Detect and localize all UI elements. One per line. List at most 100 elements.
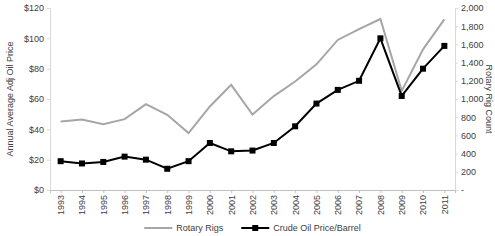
y-tick: $120 (24, 3, 50, 13)
series-marker (377, 35, 383, 41)
y2-tick-mark (455, 117, 458, 118)
y2-tick-mark (455, 154, 458, 155)
x-tick: 2009 (397, 190, 407, 215)
x-tick-mark (82, 190, 83, 193)
x-tick: 1997 (141, 190, 151, 215)
y2-tick: 200 (455, 167, 476, 177)
chart: $0$20$40$60$80$100$120-2004006008001,000… (0, 0, 495, 236)
x-axis-line (51, 191, 456, 194)
x-tick: 2008 (376, 190, 386, 215)
y2-axis-line (456, 9, 459, 191)
x-tick-label: 2000 (205, 195, 215, 215)
series-marker (100, 159, 106, 165)
y-tick-label: $80 (29, 64, 44, 74)
series-marker (271, 140, 277, 146)
y2-tick: 1,600 (455, 40, 484, 50)
series-marker (356, 78, 362, 84)
y2-tick-label: 1,200 (461, 76, 484, 86)
y2-tick-mark (455, 26, 458, 27)
y-tick-mark (47, 38, 50, 39)
series-line (61, 19, 445, 133)
series-marker (335, 87, 341, 93)
x-tick-label: 1998 (163, 195, 173, 215)
x-tick: 1995 (99, 190, 109, 215)
y-tick-mark (47, 69, 50, 70)
x-tick: 2010 (418, 190, 428, 215)
y2-tick-label: 800 (461, 113, 476, 123)
plot-area: $0$20$40$60$80$100$120-2004006008001,000… (24, 3, 484, 215)
y2-tick-label: 2,000 (461, 3, 484, 13)
x-tick: 1998 (163, 190, 173, 215)
x-tick: 2007 (354, 190, 364, 215)
x-tick-mark (125, 190, 126, 193)
y2-tick-mark (455, 44, 458, 45)
x-tick-mark (444, 190, 445, 193)
x-tick: 1996 (120, 190, 130, 215)
legend-marker (252, 225, 258, 231)
y2-tick: - (455, 185, 464, 195)
y-tick-label: $100 (24, 34, 44, 44)
x-tick-mark (146, 190, 147, 193)
y2-tick: 1,200 (455, 76, 484, 86)
y2-tick-mark (455, 135, 458, 136)
y-tick-mark (47, 129, 50, 130)
y-tick-mark (47, 160, 50, 161)
series-line (61, 38, 445, 168)
y2-tick-label: 1,600 (461, 40, 484, 50)
x-tick: 2001 (227, 190, 237, 215)
x-tick-mark (103, 190, 104, 193)
y2-tick: 1,400 (455, 58, 484, 68)
y2-tick-label: 1,800 (461, 22, 484, 32)
y2-tick: 400 (455, 149, 476, 159)
y2-tick-mark (455, 8, 458, 9)
x-tick-mark (274, 190, 275, 193)
x-tick: 2006 (333, 190, 343, 215)
y2-tick: 1,000 (455, 94, 484, 104)
y-tick: $60 (29, 94, 50, 104)
y2-axis-title: Rotary Rig Count (484, 64, 494, 134)
y-tick: $0 (34, 185, 50, 195)
x-axis: 1993 1994 1995 1996 1997 1998 1999 2000 2001 2002… (51, 190, 456, 215)
x-tick-label: 1996 (120, 195, 130, 215)
x-tick-mark (231, 190, 232, 193)
x-tick-mark (295, 190, 296, 193)
x-tick-mark (167, 190, 168, 193)
x-tick-label: 1994 (77, 195, 87, 215)
y2-tick: 1,800 (455, 22, 484, 32)
series-marker (250, 148, 256, 154)
series-group (58, 19, 448, 172)
x-tick-label: 2008 (376, 195, 386, 215)
y2-tick: 2,000 (455, 3, 484, 13)
x-tick-label: 1993 (56, 195, 66, 215)
x-tick-label: 2007 (354, 195, 364, 215)
y2-tick-mark (455, 172, 458, 173)
x-tick-mark (359, 190, 360, 193)
y-tick-label: $40 (29, 125, 44, 135)
y2-tick-mark (455, 81, 458, 82)
x-tick-label: 1999 (184, 195, 194, 215)
legend-swatch (144, 227, 172, 229)
y2-tick-mark (455, 99, 458, 100)
x-tick-label: 2011 (440, 195, 450, 214)
y2-tick-label: - (461, 185, 464, 195)
series-marker (164, 166, 170, 172)
x-tick: 1999 (184, 190, 194, 215)
x-tick-label: 2003 (269, 195, 279, 215)
legend-label: Crude Oil Price/Barrel (273, 223, 361, 233)
y-tick: $100 (24, 34, 50, 44)
series-marker (143, 157, 149, 163)
series-marker (79, 160, 85, 166)
y-axis-line (47, 9, 51, 191)
x-tick: 2005 (312, 190, 322, 215)
y2-tick-label: 1,400 (461, 58, 484, 68)
y2-axis: - 200 400 600 800 1,000 1,200 1,400 1,600 1,800 2,… (455, 3, 484, 195)
series-marker (441, 43, 447, 49)
y-tick: $40 (29, 125, 50, 135)
x-tick-label: 2006 (333, 195, 343, 215)
x-tick-label: 2002 (248, 195, 258, 215)
x-tick-label: 2001 (227, 195, 237, 215)
y2-tick: 600 (455, 131, 476, 141)
x-tick: 2002 (248, 190, 258, 215)
series-marker (292, 123, 298, 129)
x-tick: 2011 (440, 190, 450, 214)
